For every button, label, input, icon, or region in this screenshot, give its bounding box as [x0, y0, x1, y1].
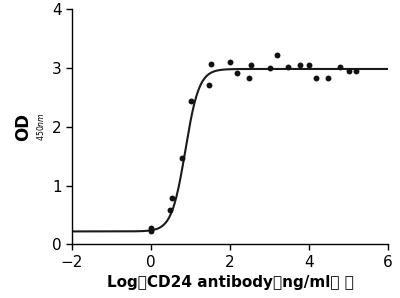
Point: [313, 76, 319, 81]
Point: [148, 229, 154, 234]
Point: [345, 69, 352, 74]
Point: [187, 99, 194, 104]
Point: [274, 53, 280, 58]
Point: [227, 60, 233, 65]
Point: [325, 76, 331, 81]
Point: [285, 64, 292, 69]
X-axis label: Log（CD24 antibody（ng/ml） ）: Log（CD24 antibody（ng/ml） ）: [106, 275, 354, 290]
Point: [148, 226, 154, 231]
Point: [179, 156, 185, 160]
Point: [352, 69, 359, 74]
Point: [306, 63, 312, 67]
Text: $_{450nm}$: $_{450nm}$: [36, 112, 48, 141]
Point: [168, 195, 175, 200]
Point: [337, 65, 343, 70]
Point: [247, 63, 254, 67]
Point: [297, 63, 304, 67]
Point: [206, 83, 213, 88]
Point: [246, 75, 252, 80]
Point: [208, 62, 214, 67]
Text: OD: OD: [14, 113, 32, 141]
Point: [234, 71, 240, 75]
Point: [167, 207, 173, 212]
Point: [266, 66, 273, 71]
